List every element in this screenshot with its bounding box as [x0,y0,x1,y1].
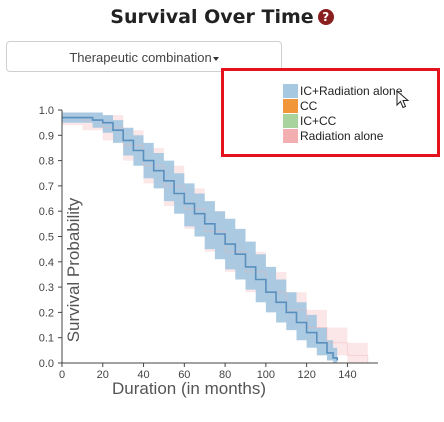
y-tick-label: 0.1 [39,333,54,345]
group-by-select-value: Therapeutic combination [69,50,212,65]
y-tick-label: 0.3 [39,282,54,294]
y-tick-label: 0.0 [39,358,54,370]
legend-swatch [283,99,298,113]
legend-swatch [283,114,298,128]
chart-title-row: Survival Over Time? [0,6,444,28]
x-tick-label: 100 [257,369,275,381]
x-tick-label: 140 [338,369,356,381]
legend-label: Radiation alone [300,129,384,143]
x-axis-label: Duration (in months) [112,379,266,398]
x-tick-label: 40 [137,369,149,381]
legend-item-ic-cc[interactable]: IC+CC [283,114,336,128]
chevron-down-icon [212,56,219,61]
y-tick-label: 0.5 [39,232,54,244]
confidence-band [62,112,338,363]
confidence-bands [62,112,368,363]
survival-line [62,117,369,363]
y-tick-label: 0.4 [39,257,54,269]
legend-label: CC [300,99,318,113]
y-tick-label: 0.6 [39,206,54,218]
legend-item-radiation[interactable]: Radiation alone [283,129,383,143]
axis-ticks: 0.0 0.1 0.2 0.3 0.4 0.5 0.6 0.7 0.8 0.9 1.0 0 20 40 60… [39,105,357,381]
y-tick-label: 1.0 [39,105,54,117]
mouse-pointer-icon [396,90,410,109]
y-tick-label: 0.2 [39,307,54,319]
group-by-select[interactable]: Therapeutic combination [6,41,282,72]
legend-label: IC+CC [300,114,337,128]
x-tick-label: 20 [97,369,109,381]
y-axis-label: Survival Probability [64,197,83,342]
question-circle-icon[interactable]: ? [317,9,334,25]
legend-label: IC+Radiation alone [300,84,403,98]
legend-item-ic-radiation[interactable]: IC+Radiation alone [283,84,402,98]
legend-swatch [283,129,298,143]
x-tick-label: 60 [178,369,190,381]
survival-lines [62,116,369,363]
legend-swatch [283,84,298,98]
y-tick-label: 0.9 [39,130,54,142]
legend: IC+Radiation alone CC IC+CC Radiation al… [221,68,440,157]
legend-item-cc[interactable]: CC [283,99,317,113]
page-title: Survival Over Time [110,6,314,28]
x-tick-label: 80 [219,369,231,381]
survival-line [62,116,338,361]
x-tick-label: 120 [297,369,315,381]
y-tick-label: 0.7 [39,181,54,193]
x-tick-label: 0 [59,369,65,381]
y-tick-label: 0.8 [39,156,54,168]
